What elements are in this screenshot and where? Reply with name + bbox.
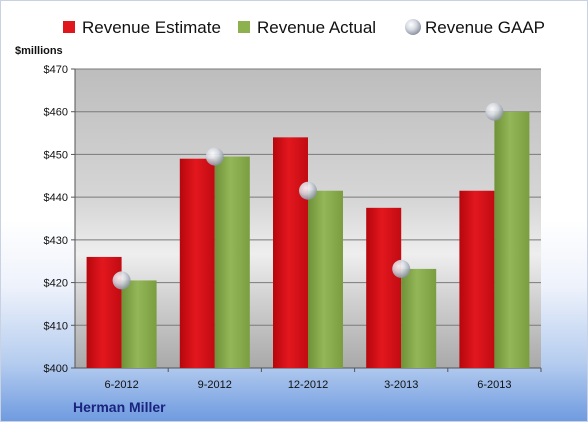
legend-swatch-actual [238,21,250,33]
x-tick-label: 12-2012 [288,379,328,391]
y-tick-label: $420 [44,278,68,290]
x-tick-label: 6-2013 [477,379,511,391]
actual-bar [401,268,437,368]
legend-label: Revenue GAAP [425,18,545,37]
y-tick-label: $430 [44,235,68,247]
legend-swatch-estimate [63,21,75,33]
y-tick-label: $440 [44,192,68,204]
gaap-marker [392,259,411,278]
gaap-marker [205,147,224,166]
estimate-bar [459,190,495,368]
actual-bar [308,190,343,368]
bars [86,111,530,368]
legend: Revenue Estimate Revenue Actual Revenue GA… [63,18,545,37]
y-tick-label: $410 [44,320,68,332]
legend-label: Revenue Actual [257,18,376,37]
gaap-marker [112,271,131,290]
actual-bar [214,156,250,368]
y-tick-label: $450 [44,149,68,161]
axes: $400 $410 $420 $430 $440 $450 $460 $470 6-2012 9-… [44,64,542,391]
estimate-bar [366,207,402,368]
y-tick-label: $460 [44,107,68,119]
estimate-bar [179,158,215,368]
x-tick-label: 6-2012 [104,379,138,391]
company-label: Herman Miller [73,399,166,415]
actual-bar [494,111,530,368]
y-tick-label: $470 [44,64,68,76]
legend-label: Revenue Estimate [82,18,221,37]
x-tick-label: 9-2012 [198,379,232,391]
estimate-bar [273,137,308,368]
gaap-markers [112,102,504,290]
actual-bar [121,280,157,368]
legend-marker-gaap [405,19,421,35]
gaap-marker [299,181,317,200]
gaap-marker [485,102,504,121]
y-tick-label: $400 [44,363,68,375]
unit-label: $millions [15,45,63,57]
x-tick-label: 3-2013 [384,379,418,391]
